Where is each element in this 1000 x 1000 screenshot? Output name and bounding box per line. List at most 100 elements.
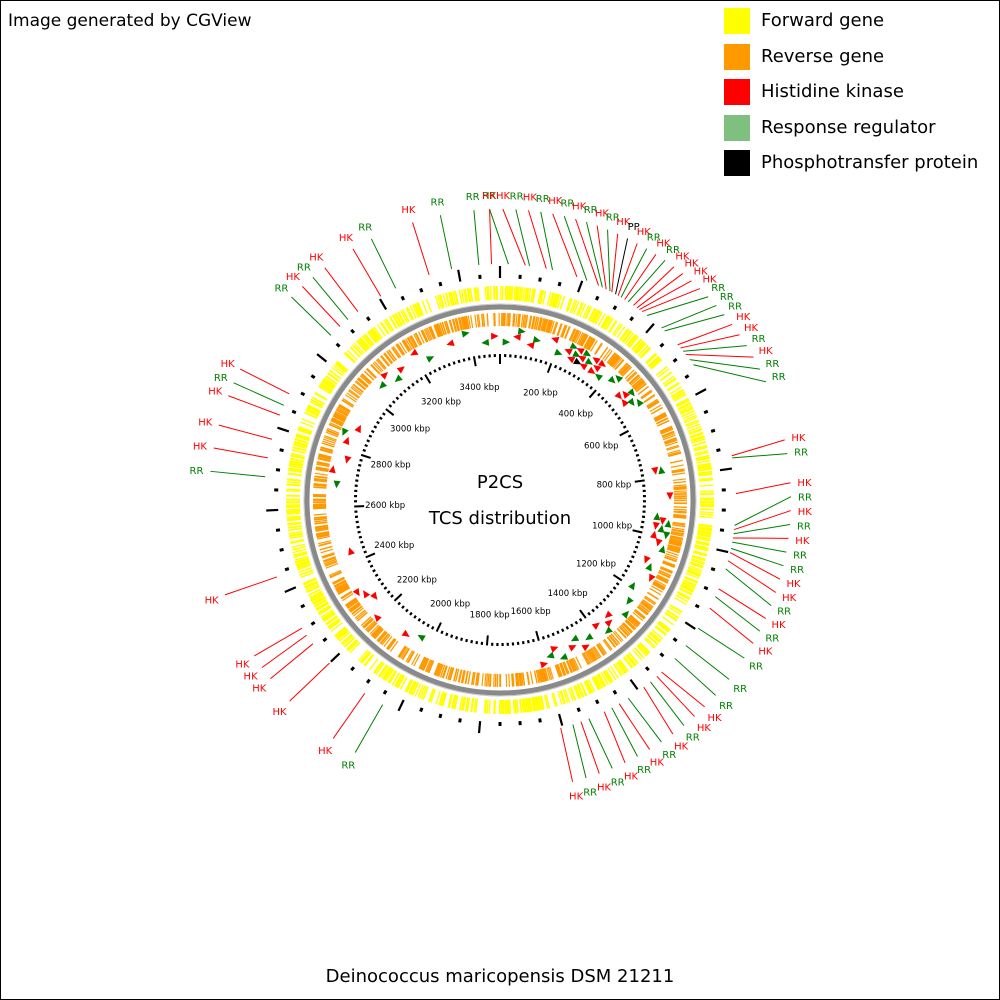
ruler-tick <box>567 371 572 376</box>
ruler-tick <box>611 408 615 412</box>
forward-gene-mark <box>290 539 305 545</box>
callout-label-rr: RR <box>431 197 445 208</box>
reverse-gene-mark <box>348 601 360 611</box>
reverse-gene-mark <box>452 318 458 332</box>
reverse-gene-mark <box>670 533 684 537</box>
forward-gene-mark <box>520 287 524 302</box>
forward-gene-mark <box>577 683 585 698</box>
ruler-tick <box>632 529 643 534</box>
reverse-gene-mark <box>544 667 549 681</box>
reverse-gene-mark <box>603 350 613 362</box>
forward-gene-mark <box>516 699 519 714</box>
ruler-tick <box>377 577 382 582</box>
ruler-tick <box>607 404 612 408</box>
forward-gene-mark <box>692 441 707 447</box>
reverse-gene-mark <box>336 584 349 593</box>
ruler-label: 2400 kbp <box>374 541 414 551</box>
reverse-gene-mark <box>358 377 369 387</box>
ruler-tick <box>369 564 374 568</box>
reverse-gene-mark <box>318 540 331 545</box>
ruler-tick <box>370 429 375 434</box>
forward-gene-mark <box>592 310 600 324</box>
reverse-gene-mark <box>315 466 329 471</box>
reverse-gene-mark <box>533 670 538 684</box>
callout-line <box>685 354 754 358</box>
reverse-gene-mark <box>659 426 673 433</box>
callout-label-rr: RR <box>358 222 372 233</box>
callout-line <box>725 568 772 607</box>
reverse-gene-mark <box>334 412 347 420</box>
outer-tick <box>719 467 733 472</box>
forward-gene-mark <box>627 334 638 347</box>
reverse-gene-mark <box>662 432 675 439</box>
feature-marker-hk <box>550 646 559 653</box>
forward-gene-mark <box>296 433 310 440</box>
forward-gene-mark <box>293 440 308 446</box>
feature-marker-rr <box>582 349 592 357</box>
forward-gene-mark <box>391 672 401 686</box>
callout-label-rr: RR <box>777 607 791 618</box>
feature-marker-hk <box>370 591 378 600</box>
reverse-gene-mark <box>640 389 652 399</box>
callout-label-hk: HK <box>795 536 810 547</box>
forward-gene-mark <box>579 303 587 317</box>
forward-gene-mark <box>689 561 704 568</box>
forward-gene-mark <box>330 622 343 632</box>
forward-gene-mark <box>288 527 303 532</box>
reverse-gene-mark <box>545 319 551 333</box>
forward-gene-mark <box>311 396 325 405</box>
reverse-gene-mark <box>517 313 520 327</box>
forward-gene-mark <box>335 628 348 639</box>
forward-gene-mark <box>695 541 710 546</box>
forward-gene-mark <box>528 697 532 712</box>
reverse-gene-mark <box>594 342 603 355</box>
reverse-gene-mark <box>591 647 599 660</box>
callout-label-rr: RR <box>584 205 598 216</box>
forward-gene-mark <box>559 295 566 310</box>
reverse-gene-mark <box>319 449 333 454</box>
reverse-gene-mark <box>370 625 381 636</box>
reverse-gene-mark <box>664 438 678 445</box>
forward-gene-mark <box>605 669 614 683</box>
reverse-gene-mark <box>338 404 351 413</box>
reverse-gene-mark <box>588 649 596 662</box>
reverse-gene-mark <box>466 315 470 329</box>
forward-gene-mark <box>553 293 559 308</box>
reverse-gene-mark <box>608 354 618 366</box>
reverse-gene-mark <box>672 472 686 476</box>
reverse-gene-mark <box>370 364 381 375</box>
ruler-tick <box>539 359 543 364</box>
forward-gene-mark <box>489 286 492 301</box>
reverse-gene-mark <box>398 646 407 658</box>
forward-gene-mark <box>659 371 672 381</box>
forward-gene-mark <box>291 543 306 549</box>
forward-gene-mark <box>546 291 552 306</box>
reverse-gene-mark <box>481 313 484 327</box>
forward-gene-mark <box>293 444 307 450</box>
outer-tick <box>438 281 443 287</box>
feature-marker-rr <box>585 633 594 641</box>
forward-gene-mark <box>436 295 443 309</box>
ruler-tick <box>357 530 361 534</box>
forward-gene-mark <box>536 696 541 711</box>
forward-gene-mark <box>699 490 714 493</box>
callout-line <box>715 596 761 632</box>
reverse-gene-mark <box>329 571 343 579</box>
reverse-gene-mark <box>363 370 375 381</box>
outer-tick <box>397 699 405 712</box>
callout-label-hk: HK <box>685 259 700 270</box>
reverse-gene-mark <box>572 657 580 670</box>
forward-gene-mark <box>623 656 634 669</box>
forward-gene-mark <box>471 698 475 713</box>
forward-gene-mark <box>693 444 708 450</box>
reverse-gene-mark <box>666 548 680 554</box>
forward-gene-mark <box>685 572 700 580</box>
forward-gene-mark <box>422 686 429 701</box>
reverse-gene-mark <box>375 359 386 370</box>
reverse-gene-mark <box>513 313 516 327</box>
outer-tick <box>645 323 655 334</box>
feature-marker-rr <box>663 531 671 540</box>
reverse-gene-mark <box>407 336 415 349</box>
forward-gene-mark <box>321 380 334 390</box>
reverse-gene-mark <box>488 673 491 687</box>
